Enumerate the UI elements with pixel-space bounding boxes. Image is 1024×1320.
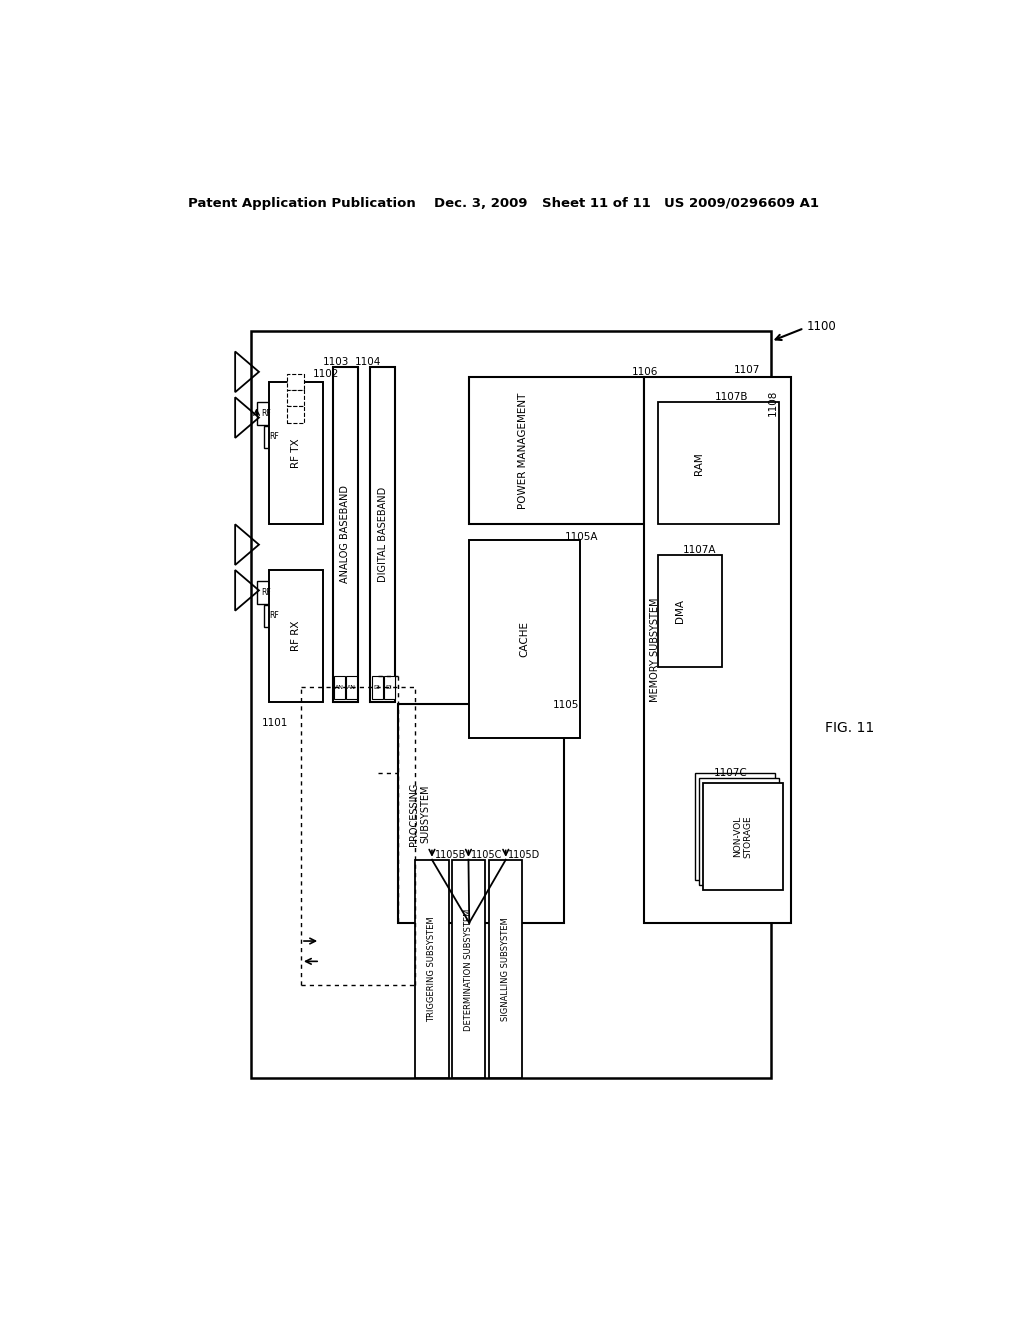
Bar	[489, 859, 522, 1078]
Text: AN: AN	[336, 685, 344, 690]
Text: DIGITAL BASEBAND: DIGITAL BASEBAND	[378, 487, 388, 582]
Bar	[257, 581, 276, 603]
Text: CACHE: CACHE	[520, 622, 529, 657]
Text: 1108: 1108	[768, 389, 778, 416]
Text: TRIGGERING SUBSYSTEM: TRIGGERING SUBSYSTEM	[427, 916, 436, 1022]
Text: US 2009/0296609 A1: US 2009/0296609 A1	[665, 197, 819, 210]
Bar	[287, 374, 304, 391]
Bar	[658, 403, 779, 524]
Text: AN: AN	[347, 685, 356, 690]
Text: 1105: 1105	[553, 700, 580, 710]
Text: DETERMINATION SUBSYSTEM: DETERMINATION SUBSYSTEM	[464, 908, 473, 1031]
Text: 1107: 1107	[734, 364, 760, 375]
Text: Patent Application Publication: Patent Application Publication	[187, 197, 416, 210]
Text: Dec. 3, 2009: Dec. 3, 2009	[433, 197, 527, 210]
Bar	[644, 378, 791, 923]
Text: FIG. 11: FIG. 11	[824, 721, 874, 735]
Bar	[333, 367, 358, 702]
Text: RAM: RAM	[694, 451, 705, 475]
Bar	[372, 676, 383, 700]
Bar	[251, 331, 771, 1078]
Text: MEMORY SUBSYSTEM: MEMORY SUBSYSTEM	[650, 597, 659, 701]
Bar	[287, 391, 304, 407]
Text: 1101: 1101	[261, 718, 288, 727]
Text: 1105A: 1105A	[565, 532, 599, 541]
Text: 1102: 1102	[313, 368, 340, 379]
Text: 1100: 1100	[807, 319, 837, 333]
Bar	[257, 403, 276, 425]
Text: NON-VOL
STORAGE: NON-VOL STORAGE	[733, 814, 753, 858]
Text: DMA: DMA	[675, 599, 685, 623]
Bar	[695, 774, 775, 880]
Text: 1107A: 1107A	[683, 545, 716, 554]
Bar	[699, 779, 778, 886]
Text: 1107B: 1107B	[715, 392, 748, 403]
Bar	[658, 554, 722, 667]
Bar	[469, 378, 644, 524]
Bar	[469, 540, 581, 738]
Bar	[269, 381, 324, 524]
Bar	[703, 784, 782, 890]
Text: RF: RF	[261, 587, 271, 597]
Text: Sheet 11 of 11: Sheet 11 of 11	[543, 197, 651, 210]
Text: 1105C: 1105C	[471, 850, 503, 859]
Text: RF: RF	[269, 433, 280, 441]
Text: 1105D: 1105D	[508, 850, 540, 859]
Bar	[384, 676, 394, 700]
Text: PROCESSING
SUBSYSTEM: PROCESSING SUBSYSTEM	[410, 783, 431, 846]
Text: 1105B: 1105B	[434, 850, 466, 859]
Text: RF: RF	[261, 409, 271, 418]
Text: SIGNALLING SUBSYSTEM: SIGNALLING SUBSYSTEM	[502, 917, 510, 1022]
Bar	[287, 407, 304, 422]
Text: 1103: 1103	[323, 356, 349, 367]
Text: RF RX: RF RX	[291, 620, 301, 651]
Text: ANALOG BASEBAND: ANALOG BASEBAND	[340, 486, 350, 583]
Text: DI: DI	[374, 685, 381, 690]
Text: POWER MANAGEMENT: POWER MANAGEMENT	[518, 393, 528, 510]
Bar	[334, 676, 345, 700]
Bar	[370, 367, 395, 702]
Bar	[264, 426, 285, 447]
Text: 1107C: 1107C	[715, 768, 748, 779]
Text: RF: RF	[269, 611, 280, 620]
Bar	[416, 859, 449, 1078]
Bar	[264, 605, 285, 627]
Text: 1104: 1104	[354, 356, 381, 367]
Text: RF TX: RF TX	[291, 438, 301, 469]
Bar	[397, 704, 564, 923]
Bar	[346, 676, 357, 700]
Bar	[269, 570, 324, 702]
Bar	[452, 859, 485, 1078]
Text: DI: DI	[386, 685, 392, 690]
Text: 1106: 1106	[632, 367, 658, 376]
